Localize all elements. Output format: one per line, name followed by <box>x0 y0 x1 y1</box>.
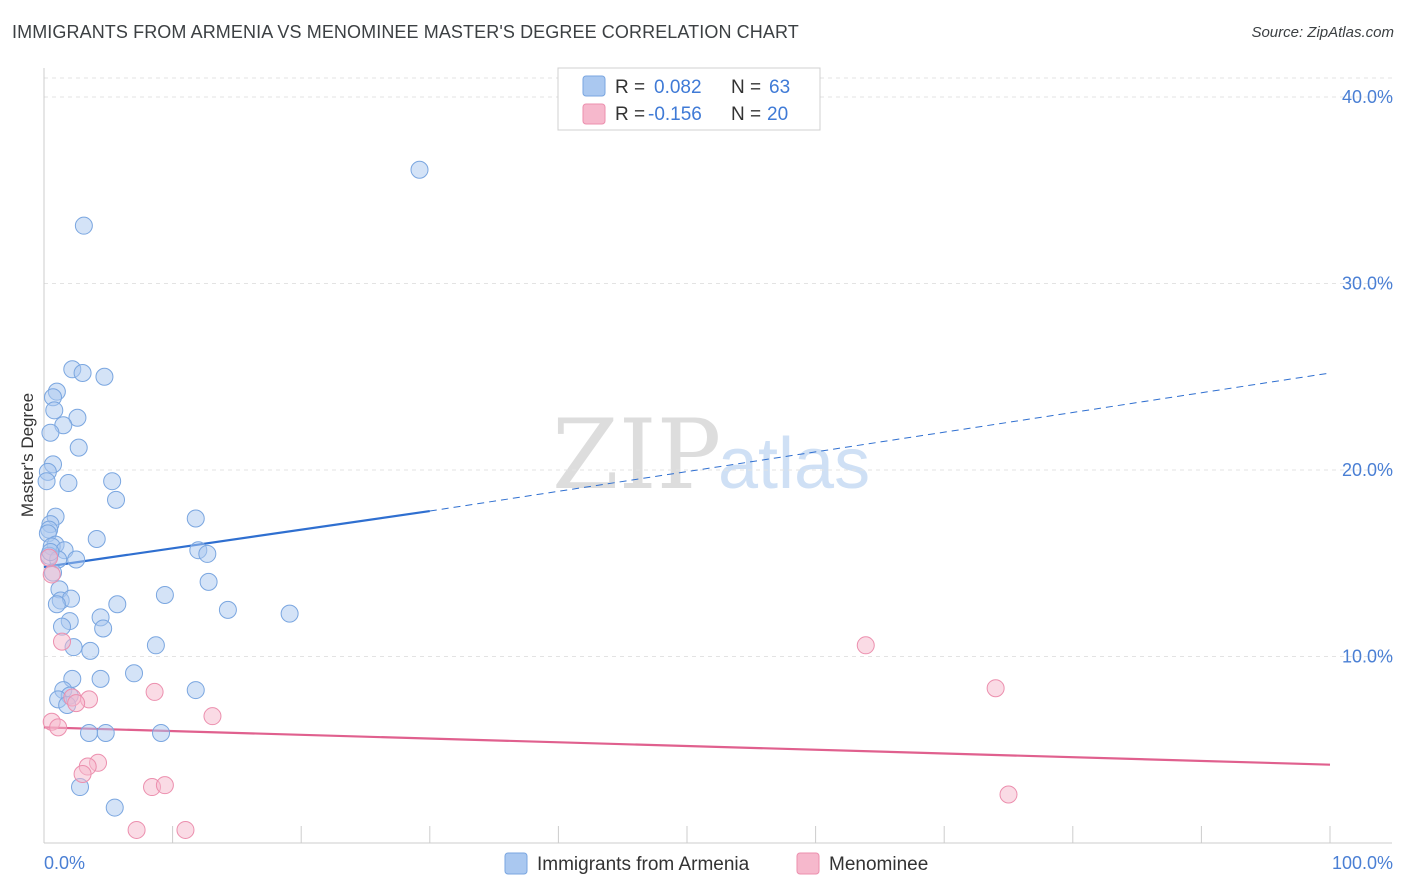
data-point-menominee <box>53 632 72 651</box>
data-point-armenia <box>198 544 217 563</box>
y-tick-label: 10.0% <box>1342 647 1393 667</box>
data-point-armenia <box>186 681 205 700</box>
legend-r-label-armenia: R = <box>615 77 645 98</box>
trend-line-armenia <box>43 509 430 569</box>
y-tick-label: 30.0% <box>1342 274 1393 294</box>
data-point-armenia <box>103 472 122 491</box>
data-point-armenia <box>73 364 92 383</box>
data-point-armenia <box>186 509 205 528</box>
data-point-armenia <box>95 367 114 386</box>
bottom-legend-swatch-armenia <box>504 852 528 875</box>
legend-n-label-menominee: N = <box>731 104 761 125</box>
axes <box>43 68 1392 844</box>
data-point-menominee <box>999 785 1018 804</box>
data-point-armenia <box>59 474 78 493</box>
data-point-armenia <box>69 438 88 457</box>
data-point-armenia <box>41 423 60 442</box>
bottom-legend-label-menominee: Menominee <box>829 854 928 875</box>
data-point-armenia <box>108 595 127 614</box>
data-point-armenia <box>74 216 93 235</box>
legend-n-value-armenia: 63 <box>769 77 790 98</box>
data-point-menominee <box>203 707 222 726</box>
series-legend: Immigrants from Armenia Menominee <box>504 852 928 875</box>
legend-swatch-menominee <box>582 103 606 125</box>
data-point-armenia <box>218 600 237 619</box>
data-point-menominee <box>49 718 68 737</box>
data-point-menominee <box>67 694 86 713</box>
data-point-menominee <box>127 820 146 839</box>
data-point-menominee <box>155 776 174 795</box>
trend-lines <box>43 372 1331 766</box>
trend-line-menominee <box>43 726 1331 766</box>
data-point-armenia <box>91 669 110 688</box>
data-point-armenia <box>152 723 171 742</box>
bottom-legend-label-armenia: Immigrants from Armenia <box>537 854 750 875</box>
data-point-armenia <box>280 604 299 623</box>
watermark-atlas: atlas <box>718 424 870 504</box>
trend-line-armenia-extended <box>429 372 1331 512</box>
data-point-armenia <box>67 550 86 569</box>
legend-swatch-armenia <box>582 75 606 97</box>
data-point-menominee <box>986 679 1005 698</box>
bottom-legend-swatch-menominee <box>796 852 820 875</box>
data-point-armenia <box>146 636 165 655</box>
data-point-menominee <box>40 548 59 567</box>
data-point-armenia <box>155 585 174 604</box>
legend-n-value-menominee: 20 <box>767 104 788 125</box>
data-point-armenia <box>68 408 87 427</box>
tick-labels: 10.0% 20.0% 30.0% 40.0% 0.0% 100.0% <box>44 87 1393 873</box>
watermark: ZIP atlas <box>552 399 870 511</box>
legend-r-value-armenia: 0.082 <box>654 77 702 98</box>
data-point-armenia <box>80 723 99 742</box>
data-point-armenia <box>81 641 100 660</box>
data-point-menominee <box>145 682 164 701</box>
stats-legend: R = 0.082 N = 63 R = -0.156 N = 20 <box>557 67 821 131</box>
data-point-menominee <box>176 820 195 839</box>
data-point-armenia <box>94 619 113 638</box>
data-point-armenia <box>47 595 66 614</box>
data-point-armenia <box>45 401 64 420</box>
source-credit: Source: ZipAtlas.com <box>1251 24 1394 41</box>
data-point-armenia <box>105 798 124 817</box>
grid <box>44 77 1392 657</box>
y-tick-label: 40.0% <box>1342 87 1393 107</box>
data-points <box>37 160 1018 839</box>
data-point-armenia <box>96 723 115 742</box>
data-point-menominee <box>73 764 92 783</box>
data-point-armenia <box>125 664 144 683</box>
legend-r-label-menominee: R = <box>615 104 645 125</box>
x-tick-label-max: 100.0% <box>1332 853 1393 873</box>
data-point-armenia <box>107 490 126 509</box>
y-tick-label: 20.0% <box>1342 460 1393 480</box>
data-point-armenia <box>199 572 218 591</box>
x-tick-label-min: 0.0% <box>44 853 85 873</box>
y-axis-label: Master's Degree <box>18 393 37 517</box>
legend-n-label-armenia: N = <box>731 77 761 98</box>
data-point-menominee <box>42 565 61 584</box>
watermark-zip: ZIP <box>552 399 721 511</box>
data-point-menominee <box>856 636 875 655</box>
data-point-armenia <box>410 160 429 179</box>
chart-title: IMMIGRANTS FROM ARMENIA VS MENOMINEE MAS… <box>12 22 799 42</box>
data-point-armenia <box>87 530 106 549</box>
data-point-armenia <box>37 472 56 491</box>
legend-r-value-menominee: -0.156 <box>648 104 702 125</box>
